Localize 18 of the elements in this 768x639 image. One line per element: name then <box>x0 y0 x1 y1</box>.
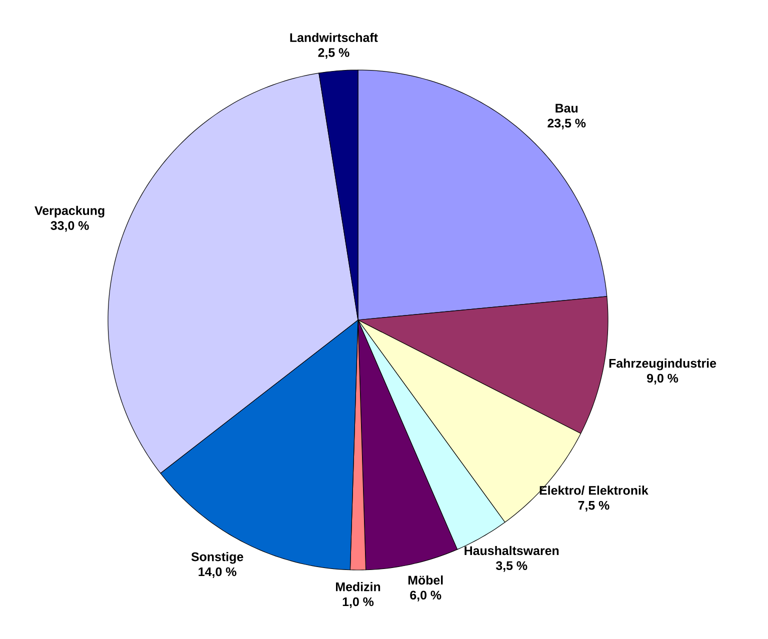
data-label: 14,0 % <box>198 567 236 578</box>
data-label: 3,5 % <box>496 561 528 572</box>
data-label: 6,0 % <box>410 590 442 602</box>
data-label: 2,5 % <box>318 48 350 59</box>
data-label: 23,5 % <box>548 118 586 130</box>
data-label: 7,5 % <box>578 500 610 512</box>
slice-label: Landwirtschaft <box>290 32 378 42</box>
slice-label: Fahrzeugindustrie <box>609 358 716 370</box>
slice-label: Möbel <box>408 575 443 585</box>
slice-label: Medizin <box>336 582 380 592</box>
data-label: 1,0 % <box>342 597 374 608</box>
data-label: 33,0 % <box>50 221 89 232</box>
slice-label: Elektro/ Elektronik <box>540 486 648 495</box>
slice-label: Haushaltswaren <box>464 546 559 556</box>
data-label: 9,0 % <box>647 374 678 384</box>
slice-label: Sonstige <box>191 552 244 564</box>
slice-label: Bau <box>556 104 578 113</box>
slice-label: Verpackung <box>34 206 104 218</box>
